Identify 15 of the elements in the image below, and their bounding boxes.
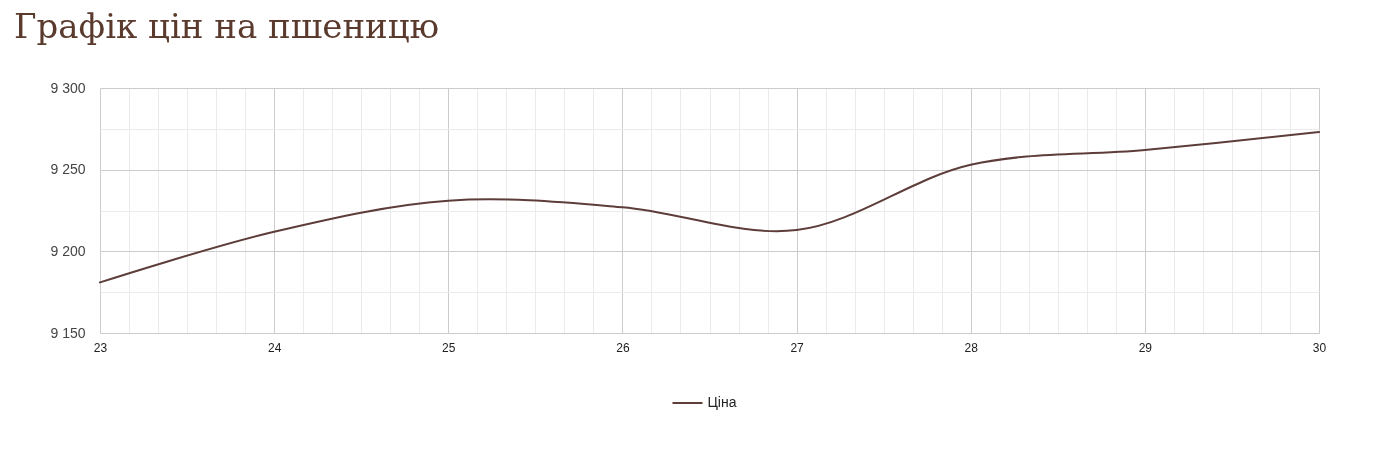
legend-label: Ціна [707, 394, 737, 410]
chart-title: Графік цін на пшеницю [14, 6, 440, 46]
y-tick-label: 9 250 [50, 161, 86, 178]
x-tick-label: 25 [442, 340, 456, 355]
x-tick-label: 26 [616, 340, 630, 355]
x-tick-label: 29 [1138, 340, 1153, 355]
y-tick-label: 9 200 [50, 242, 86, 259]
y-tick-label: 9 300 [50, 79, 86, 96]
x-tick-label: 23 [93, 340, 108, 355]
y-tick-label: 9 150 [50, 324, 86, 341]
x-tick-label: 27 [790, 340, 805, 355]
x-tick-label: 28 [964, 340, 979, 355]
line-series [99, 131, 1320, 284]
x-tick-label: 24 [267, 340, 282, 355]
x-tick-label: 30 [1312, 340, 1327, 355]
